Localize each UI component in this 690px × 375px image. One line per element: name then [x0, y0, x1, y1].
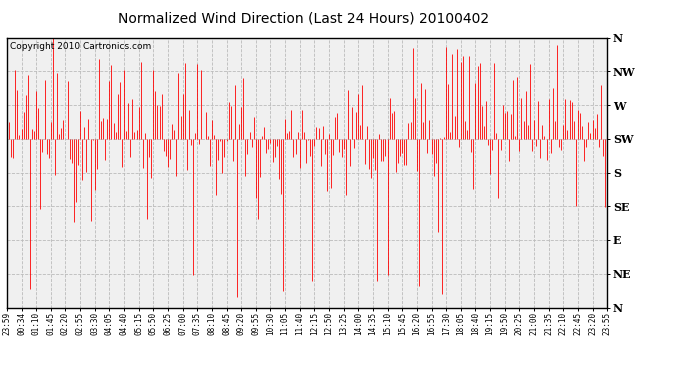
Text: Normalized Wind Direction (Last 24 Hours) 20100402: Normalized Wind Direction (Last 24 Hours… [118, 11, 489, 25]
Text: Copyright 2010 Cartronics.com: Copyright 2010 Cartronics.com [10, 42, 151, 51]
